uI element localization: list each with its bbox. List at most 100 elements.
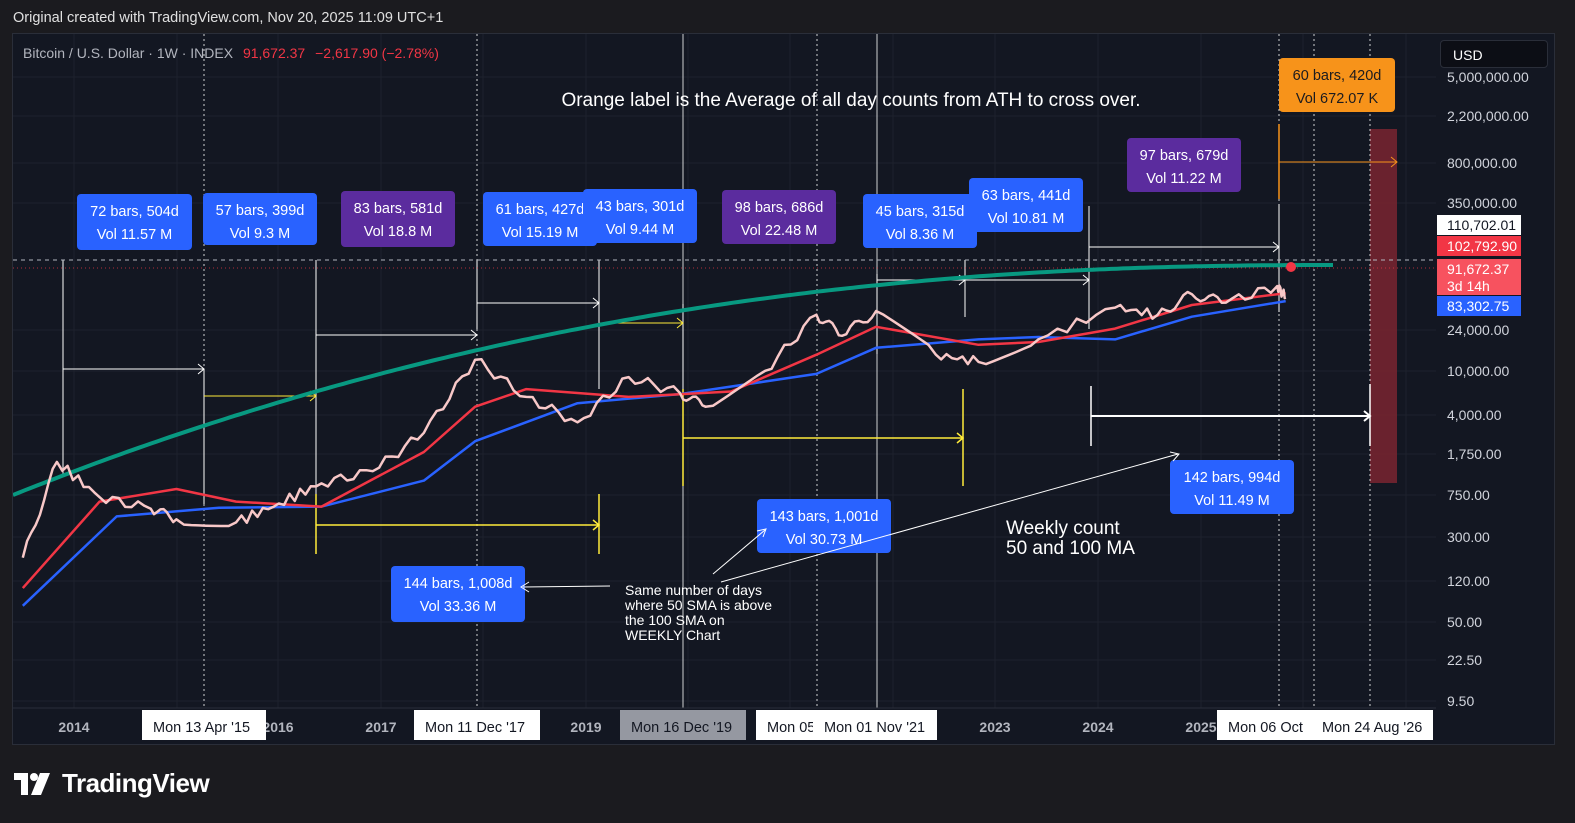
- symbol-change: −2,617.90 (−2.78%): [315, 45, 439, 61]
- date-flag: Mon 05: [756, 710, 820, 740]
- price-tag-countdown: 3d 14h: [1447, 278, 1490, 294]
- symbol-name: Bitcoin / U.S. Dollar · 1W · INDEX: [23, 45, 234, 61]
- date-flag: Mon 24 Aug '26: [1311, 710, 1433, 740]
- price-series-line: [21, 284, 1287, 559]
- y-tick-label: 24,000.00: [1447, 322, 1509, 338]
- symbol-info: Bitcoin / U.S. Dollar · 1W · INDEX 91,67…: [23, 45, 439, 61]
- measure-arrow-head: [1082, 274, 1090, 286]
- annotation-weekly-line: Weekly count: [1006, 518, 1120, 539]
- bars-count-label: 43 bars, 301d Vol 9.44 M: [583, 189, 697, 243]
- brand-name: TradingView: [62, 768, 210, 798]
- pointer-arrow: [712, 529, 766, 575]
- y-tick-label: 22.50: [1447, 652, 1482, 668]
- pointer-arrow-head: [520, 581, 530, 593]
- annotation-weekly-line: 50 and 100 MA: [1006, 538, 1135, 559]
- price-tag: 83,302.75: [1447, 298, 1509, 314]
- label-background: [1127, 138, 1241, 192]
- currency-button[interactable]: USD: [1440, 40, 1548, 68]
- price-tag-bg: [1437, 296, 1521, 316]
- date-flag-text: Mon 13 Apr '15: [153, 720, 250, 736]
- date-flag: Mon 16 Dec '19: [620, 710, 746, 740]
- label-bars-text: 43 bars, 301d: [596, 199, 685, 215]
- price-tag: 110,702.01: [1447, 217, 1516, 233]
- x-tick-label: 2016: [262, 719, 293, 735]
- date-flag-bg: [414, 710, 540, 740]
- date-flag-text: Mon 16 Dec '19: [631, 720, 732, 736]
- date-flag-text: Mon 11 Dec '17: [425, 720, 525, 736]
- bars-count-label: 83 bars, 581d Vol 18.8 M: [341, 191, 455, 247]
- label-background: [969, 178, 1083, 232]
- date-flag: Mon 06 Oct: [1217, 710, 1317, 740]
- measure-arrow-head: [676, 317, 684, 329]
- bars-count-label: 144 bars, 1,008d Vol 33.36 M: [391, 566, 525, 622]
- y-tick-label: 800,000.00: [1447, 155, 1517, 171]
- label-volume-text: Vol 11.22 M: [1146, 171, 1222, 187]
- annotation-note-line: the 100 SMA on: [625, 612, 725, 628]
- bars-count-label: 98 bars, 686d Vol 22.48 M: [722, 190, 836, 244]
- label-bars-text: 143 bars, 1,001d: [770, 509, 879, 525]
- symbol-price: 91,672.37: [242, 45, 306, 61]
- label-bars-text: 97 bars, 679d: [1140, 148, 1229, 164]
- y-tick-label: 5,000,000.00: [1447, 69, 1529, 85]
- date-flag-text: Mon 05: [767, 720, 815, 736]
- label-volume-text: Vol 9.44 M: [606, 222, 675, 238]
- price-chart[interactable]: 72 bars, 504d Vol 11.57 M 57 bars, 399d Vol…: [13, 34, 1555, 745]
- annotation-note-line: Same number of days: [625, 582, 762, 598]
- label-bars-text: 72 bars, 504d: [90, 204, 179, 220]
- attribution-text: Original created with TradingView.com, N…: [13, 10, 444, 26]
- annotation-note-line: WEEKLY Chart: [625, 627, 720, 643]
- measure-arrow-head: [1390, 156, 1398, 168]
- date-flag: Mon 13 Apr '15: [142, 710, 266, 740]
- label-background: [722, 190, 836, 244]
- annotation-title: Orange label is the Average of all day c…: [561, 90, 1140, 111]
- projection-box: [1370, 129, 1397, 483]
- y-tick-label: 1,750.00: [1447, 446, 1502, 462]
- x-tick-label: 2014: [58, 719, 89, 735]
- bars-count-label: 60 bars, 420d Vol 672.07 K: [1279, 58, 1395, 112]
- label-bars-text: 144 bars, 1,008d: [404, 576, 513, 592]
- price-axis-bg: [1436, 34, 1554, 744]
- date-flag-bg: [1217, 710, 1317, 740]
- label-volume-text: Vol 30.73 M: [786, 532, 863, 548]
- price-tag: 91,672.37: [1447, 261, 1509, 277]
- label-bars-text: 61 bars, 427d: [496, 202, 585, 218]
- label-background: [1279, 58, 1395, 112]
- price-tag-bg: [1437, 236, 1521, 256]
- date-flag-text: Mon 01 Nov '21: [824, 720, 925, 736]
- label-background: [341, 191, 455, 247]
- label-background: [583, 189, 697, 243]
- last-price-dot: [1286, 262, 1296, 272]
- y-tick-label: 50.00: [1447, 614, 1482, 630]
- y-tick-label: 350,000.00: [1447, 195, 1517, 211]
- measure-arrow-head: [197, 363, 205, 375]
- label-volume-text: Vol 15.19 M: [502, 225, 579, 241]
- power-law-curve: [13, 263, 1333, 497]
- label-bars-text: 45 bars, 315d: [876, 204, 965, 220]
- label-volume-text: Vol 9.3 M: [230, 226, 290, 242]
- label-volume-text: Vol 33.36 M: [420, 599, 497, 615]
- label-background: [757, 499, 891, 553]
- measure-arrow-head: [592, 297, 600, 309]
- date-flag-bg: [142, 710, 266, 740]
- chart-panel[interactable]: 72 bars, 504d Vol 11.57 M 57 bars, 399d Vol…: [12, 33, 1555, 745]
- bars-count-label: 57 bars, 399d Vol 9.3 M: [203, 193, 317, 245]
- y-tick-label: 300.00: [1447, 529, 1490, 545]
- measure-arrow-head: [470, 329, 478, 341]
- label-volume-text: Vol 11.49 M: [1194, 493, 1270, 509]
- y-tick-label: 10,000.00: [1447, 363, 1509, 379]
- label-background: [77, 194, 192, 250]
- label-volume-text: Vol 10.81 M: [988, 211, 1065, 227]
- footer-logo: TradingView: [14, 768, 210, 799]
- pointer-arrow-head: [756, 528, 767, 538]
- date-flag-bg: [756, 710, 820, 740]
- x-tick-label: 2025: [1185, 719, 1216, 735]
- date-flag: Mon 11 Dec '17: [414, 710, 540, 740]
- date-flag-bg: [1311, 710, 1433, 740]
- bars-count-label: 143 bars, 1,001d Vol 30.73 M: [757, 499, 891, 553]
- date-flag-bg: [813, 710, 937, 740]
- pointer-arrow: [720, 453, 1179, 583]
- y-tick-label: 9.50: [1447, 693, 1474, 709]
- tradingview-logo-icon: [14, 772, 50, 795]
- label-background: [203, 193, 317, 245]
- date-flag-bg: [620, 710, 746, 740]
